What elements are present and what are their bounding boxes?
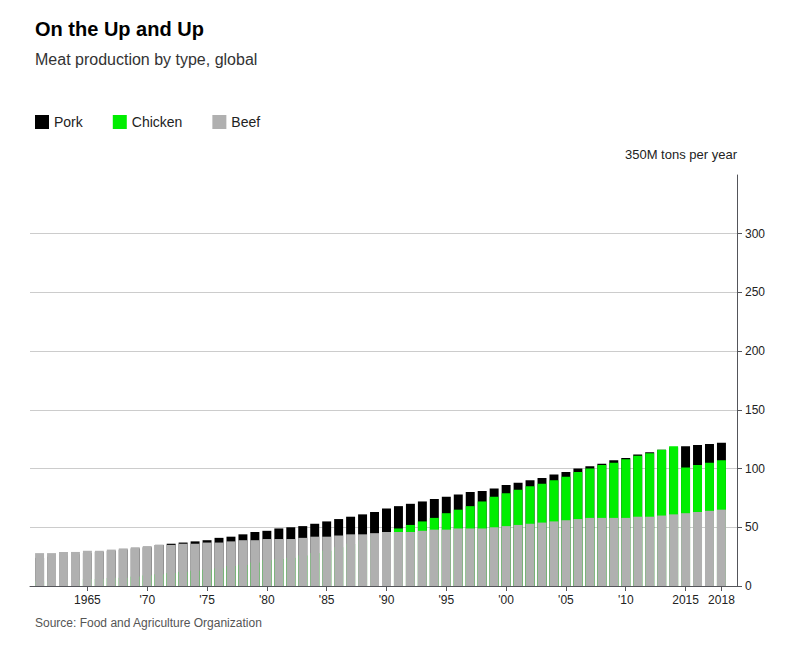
svg-text:0: 0 [745,579,752,593]
svg-text:On the Up and Up: On the Up and Up [35,18,204,40]
svg-text:100: 100 [745,462,765,476]
svg-text:150: 150 [745,403,765,417]
svg-text:2018: 2018 [708,593,735,607]
svg-text:'85: '85 [319,593,335,607]
svg-text:'05: '05 [558,593,574,607]
svg-text:300: 300 [745,227,765,241]
svg-text:250: 250 [745,285,765,299]
svg-text:350M tons per year: 350M tons per year [625,147,738,162]
svg-text:'00: '00 [498,593,514,607]
svg-text:Meat production by type, globa: Meat production by type, global [35,51,257,68]
svg-text:Pork: Pork [54,114,84,130]
svg-text:200: 200 [745,344,765,358]
svg-text:'75: '75 [199,593,215,607]
svg-text:'10: '10 [618,593,634,607]
svg-text:Beef: Beef [231,114,260,130]
svg-text:'80: '80 [259,593,275,607]
svg-text:1965: 1965 [74,593,101,607]
svg-text:2015: 2015 [672,593,699,607]
svg-text:Chicken: Chicken [132,114,183,130]
svg-text:'90: '90 [379,593,395,607]
svg-text:Source: Food and Agriculture O: Source: Food and Agriculture Organizatio… [35,616,262,630]
svg-text:50: 50 [745,520,759,534]
svg-text:'70: '70 [139,593,155,607]
svg-text:'95: '95 [438,593,454,607]
